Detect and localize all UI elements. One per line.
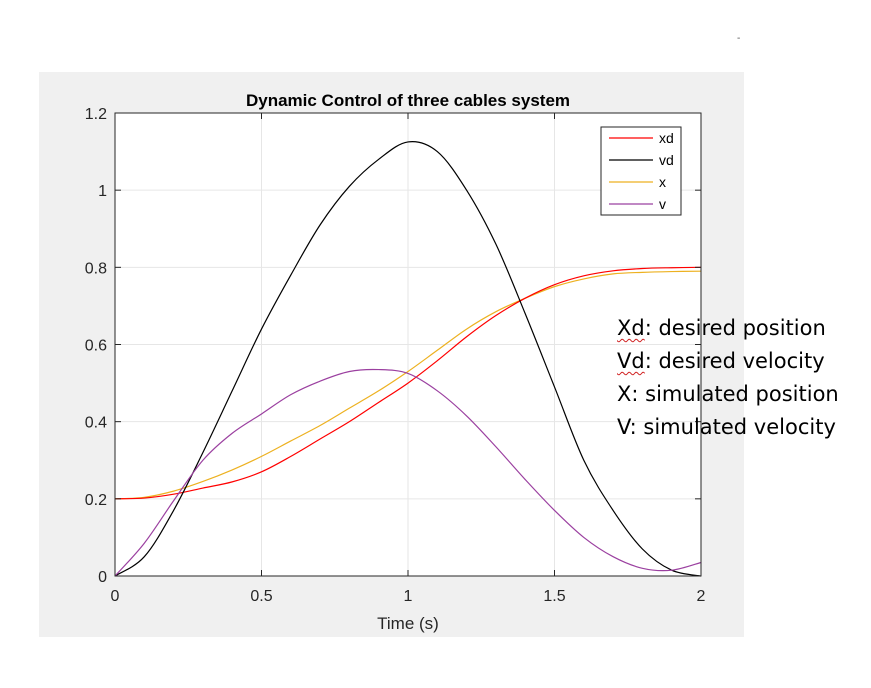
corner-mark: - xyxy=(737,33,741,44)
annotation-block: Xd: desired position Vd: desired velocity… xyxy=(617,312,839,444)
series-layer xyxy=(114,141,702,577)
chart-title: Dynamic Control of three cables system xyxy=(246,91,570,110)
annotation-text: : simulated position xyxy=(631,382,839,406)
annotation-abbr: Vd xyxy=(617,349,645,373)
annotation-text: : desired position xyxy=(644,316,826,340)
x-tick-label-2: 1 xyxy=(404,588,413,605)
legend-label-v: v xyxy=(659,196,666,212)
y-tick-label-3: 0.6 xyxy=(85,338,107,355)
series-line-x xyxy=(114,270,702,500)
y-tick-label-1: 0.2 xyxy=(85,492,107,509)
y-tick-label-5: 1 xyxy=(98,183,107,200)
annotation-text: : simulated velocity xyxy=(629,415,836,439)
series-line-vd xyxy=(114,141,702,577)
annotation-abbr: V xyxy=(617,415,630,439)
y-tick-label-0: 0 xyxy=(98,569,107,586)
y-tick-label-4: 0.8 xyxy=(85,260,107,277)
y-tick-label-6: 1.2 xyxy=(85,106,107,123)
plot-svg: Dynamic Control of three cables system 0… xyxy=(85,91,706,633)
annotation-abbr: Xd xyxy=(617,316,645,340)
annotation-line-1: Vd: desired velocity xyxy=(617,345,839,378)
y-tick-label-2: 0.4 xyxy=(85,415,107,432)
legend-label-x: x xyxy=(659,174,666,190)
legend: xd vd xv xyxy=(600,126,682,216)
legend-entries: xd vd xv xyxy=(609,130,674,212)
annotation-line-2: X: simulated position xyxy=(617,378,839,411)
x-tick-label-3: 1.5 xyxy=(543,588,565,605)
annotation-line-0: Xd: desired position xyxy=(617,312,839,345)
annotation-line-3: V: simulated velocity xyxy=(617,411,839,444)
figure-panel: Dynamic Control of three cables system 0… xyxy=(39,72,744,637)
series-line-v xyxy=(114,368,702,577)
x-axis-label: Time (s) xyxy=(377,614,439,633)
series-line-xd xyxy=(114,266,702,500)
x-tick-label-0: 0 xyxy=(111,588,120,605)
legend-label-vd: vd xyxy=(659,152,674,168)
legend-box xyxy=(600,126,682,216)
legend-label-xd: xd xyxy=(659,130,674,146)
x-tick-label-4: 2 xyxy=(697,588,706,605)
annotation-abbr: X xyxy=(617,382,632,406)
x-tick-label-1: 0.5 xyxy=(250,588,272,605)
tick-layer: 0 0.5 1 1.5 2 0 0.2 0.4 0.6 0.8 1 1.2 xyxy=(85,106,706,605)
annotation-text: : desired velocity xyxy=(644,349,825,373)
